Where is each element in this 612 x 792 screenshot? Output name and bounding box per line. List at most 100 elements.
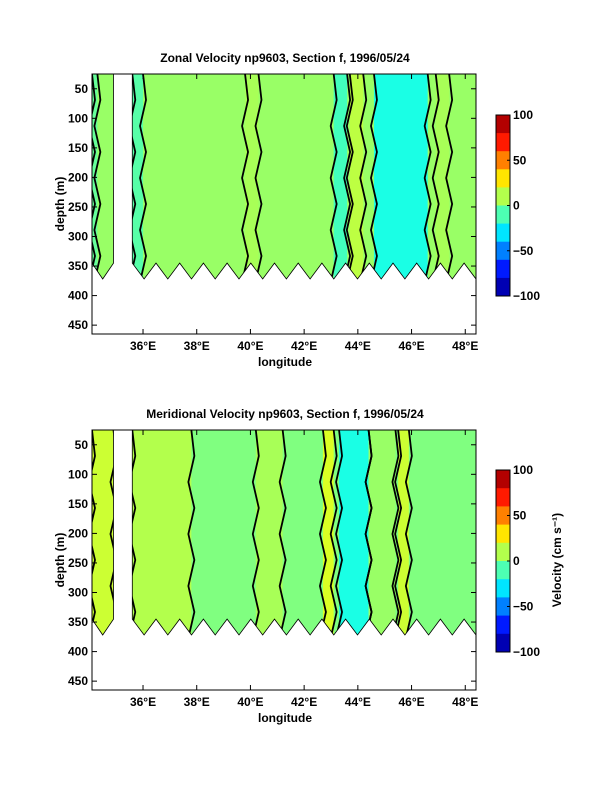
colorbar-tick-label: −100	[513, 645, 540, 659]
x-tick-label: 38°E	[184, 695, 210, 709]
velocity-band	[132, 74, 144, 279]
colorbar-tick-label: −50	[513, 244, 534, 258]
contour-line	[139, 74, 147, 279]
y-tick-label: 400	[68, 645, 88, 659]
colorbar-swatch	[496, 151, 510, 170]
y-tick-label: 300	[68, 586, 88, 600]
contour-line	[335, 430, 343, 635]
y-tick-label: 200	[68, 170, 88, 184]
contour-line	[329, 430, 338, 635]
colorbar-swatch	[496, 205, 510, 225]
x-tick-label: 42°E	[291, 339, 317, 353]
x-tick-label: 42°E	[291, 695, 317, 709]
y-tick-label: 100	[68, 467, 88, 481]
contour-line	[345, 74, 354, 279]
contour-line	[364, 430, 373, 635]
y-tick-label: 350	[68, 615, 88, 629]
x-axis-label: longitude	[258, 355, 312, 369]
colorbar-tick-label: 100	[513, 108, 533, 122]
colorbar-tick-label: 0	[513, 199, 520, 213]
velocity-band	[322, 430, 334, 635]
contour-line	[445, 74, 454, 279]
colorbar-tick-label: 0	[513, 554, 520, 568]
colorbar-swatch	[496, 241, 510, 261]
x-tick-label: 36°E	[130, 695, 156, 709]
contour-line	[92, 74, 96, 279]
x-tick-label: 44°E	[345, 339, 371, 353]
colorbar-swatch	[496, 524, 510, 544]
velocity-band	[245, 74, 259, 279]
colorbar-swatch	[496, 615, 510, 635]
x-axis-label: longitude	[258, 711, 312, 725]
velocity-band	[398, 430, 409, 635]
velocity-band	[373, 74, 428, 279]
y-axis-label: depth (m)	[53, 177, 67, 232]
velocity-band	[339, 430, 369, 635]
x-tick-label: 48°E	[452, 695, 478, 709]
chart-title: Meridional Velocity np9603, Section f, 1…	[146, 407, 424, 421]
contour-line	[319, 430, 327, 635]
colorbar-tick-label: −100	[513, 289, 540, 303]
y-tick-label: 450	[68, 674, 88, 688]
velocity-band	[349, 74, 364, 279]
contour-line	[254, 74, 263, 279]
contour-line	[92, 430, 96, 635]
contour-line	[329, 74, 338, 279]
y-tick-label: 450	[68, 318, 88, 332]
y-tick-label: 400	[68, 289, 88, 303]
y-axis-label: depth (m)	[53, 533, 67, 588]
y-tick-label: 50	[75, 82, 89, 96]
colorbar-tick-label: 50	[513, 153, 527, 167]
x-tick-label: 38°E	[184, 339, 210, 353]
contour-line	[251, 430, 260, 635]
colorbar-swatch	[496, 506, 510, 526]
chart-title: Zonal Velocity np9603, Section f, 1996/0…	[160, 51, 410, 65]
colorbar-label: Velocity (cm s⁻¹)	[550, 513, 564, 607]
contour-line	[391, 430, 400, 635]
contour-line	[423, 74, 432, 279]
y-tick-label: 200	[68, 526, 88, 540]
velocity-band	[255, 430, 283, 635]
data-field	[92, 74, 476, 279]
colorbar-swatch	[496, 259, 510, 279]
contour-line	[278, 430, 287, 635]
colorbar-swatch	[496, 223, 510, 243]
colorbar-swatch	[496, 169, 510, 188]
x-tick-label: 40°E	[237, 339, 263, 353]
velocity-band	[92, 430, 114, 635]
data-field	[92, 430, 476, 635]
y-tick-label: 50	[75, 438, 89, 452]
velocity-band	[368, 430, 396, 635]
x-tick-label: 46°E	[398, 695, 424, 709]
contour-line	[359, 74, 368, 279]
zonal-velocity-panel: Zonal Velocity np9603, Section f, 1996/0…	[53, 51, 540, 369]
colorbar-swatch	[496, 277, 510, 297]
velocity-band	[333, 74, 348, 279]
colorbar-tick-label: 50	[513, 509, 527, 523]
y-tick-label: 100	[68, 111, 88, 125]
y-tick-label: 150	[68, 141, 88, 155]
y-tick-label: 300	[68, 230, 88, 244]
contour-line	[404, 430, 413, 635]
contour-line	[93, 74, 102, 279]
y-tick-label: 350	[68, 259, 88, 273]
colorbar-swatch	[496, 187, 510, 206]
colorbar-swatch	[496, 579, 510, 598]
velocity-band	[435, 74, 450, 279]
meridional-velocity-panel: Meridional Velocity np9603, Section f, 1…	[53, 407, 564, 725]
colorbar-swatch	[496, 470, 510, 489]
x-tick-label: 48°E	[452, 339, 478, 353]
x-tick-label: 40°E	[237, 695, 263, 709]
velocity-band	[132, 430, 192, 635]
colorbar-swatch	[496, 561, 510, 580]
y-tick-label: 150	[68, 497, 88, 511]
colorbar-swatch	[496, 488, 510, 507]
colorbar-tick-label: 100	[513, 463, 533, 477]
axes-frame	[91, 73, 477, 335]
contour-line	[241, 74, 249, 279]
y-tick-label: 250	[68, 556, 88, 570]
contour-line	[394, 430, 403, 635]
colorbar-swatch	[496, 133, 510, 152]
colorbar-swatch	[496, 633, 510, 653]
